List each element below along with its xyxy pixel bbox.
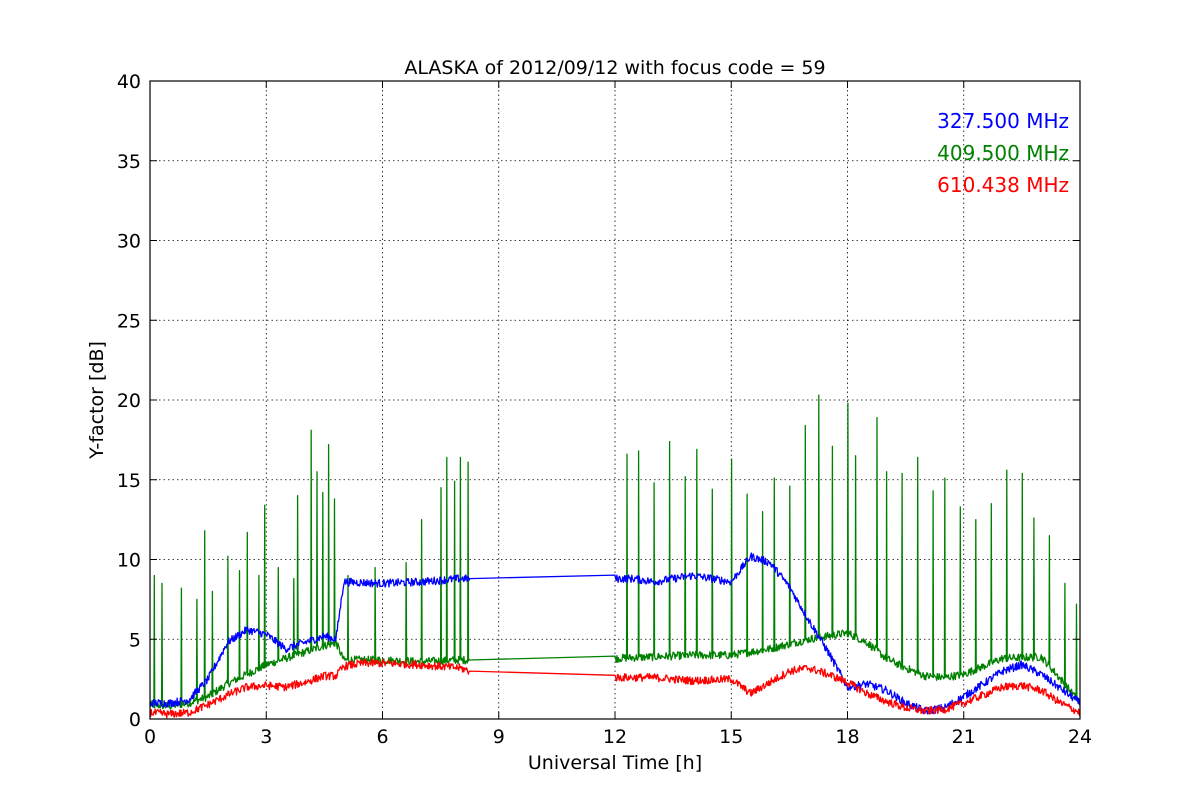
y-tick-label: 35 bbox=[117, 151, 141, 173]
legend-entry: 327.500 MHz bbox=[937, 109, 1069, 133]
x-axis-label: Universal Time [h] bbox=[528, 752, 702, 774]
x-tick-label: 9 bbox=[493, 726, 505, 748]
legend-entry: 409.500 MHz bbox=[937, 141, 1069, 165]
y-tick-label: 5 bbox=[129, 629, 141, 651]
x-tick-label: 15 bbox=[719, 726, 743, 748]
legend-entry: 610.438 MHz bbox=[937, 173, 1069, 197]
y-tick-label: 30 bbox=[117, 231, 141, 253]
y-axis-label: Y-factor [dB] bbox=[86, 341, 108, 460]
x-tick-label: 3 bbox=[260, 726, 272, 748]
x-tick-label: 0 bbox=[144, 726, 156, 748]
y-tick-label: 10 bbox=[117, 550, 141, 572]
y-tick-label: 25 bbox=[117, 310, 141, 332]
legend: 327.500 MHz 409.500 MHz 610.438 MHz bbox=[937, 109, 1069, 197]
x-tick-label: 12 bbox=[603, 726, 627, 748]
y-tick-label: 40 bbox=[117, 71, 141, 93]
x-tick-label: 18 bbox=[835, 726, 859, 748]
y-tick-label: 0 bbox=[129, 709, 141, 731]
y-tick-label: 15 bbox=[117, 470, 141, 492]
x-tick-label: 24 bbox=[1068, 726, 1092, 748]
x-tick-label: 6 bbox=[376, 726, 388, 748]
x-tick-label: 21 bbox=[952, 726, 976, 748]
y-tick-label: 20 bbox=[117, 390, 141, 412]
chart-title: ALASKA of 2012/09/12 with focus code = 5… bbox=[404, 57, 825, 79]
